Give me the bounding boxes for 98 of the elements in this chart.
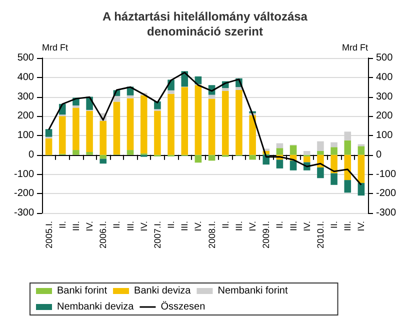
bar xyxy=(72,105,80,108)
x-tick-label: IV. xyxy=(302,221,312,232)
legend-label: Összesen xyxy=(160,300,206,312)
bar xyxy=(100,154,107,159)
bar xyxy=(276,148,284,155)
x-tick-label: III. xyxy=(288,221,298,232)
x-tick-label: II. xyxy=(112,221,122,229)
y-tick-label: -200 xyxy=(14,188,34,200)
bar xyxy=(290,160,297,170)
bar xyxy=(236,90,242,155)
x-tick-label: IV. xyxy=(356,221,366,232)
bar xyxy=(168,90,174,94)
bar xyxy=(86,110,93,152)
x-tick-label: II. xyxy=(57,221,68,229)
x-tick-label: II. xyxy=(329,221,340,229)
bar xyxy=(100,120,107,155)
bar xyxy=(126,150,134,155)
bar xyxy=(358,154,365,183)
bar xyxy=(181,87,188,155)
bar xyxy=(140,95,148,154)
x-tick-label: 2006.I. xyxy=(98,221,108,249)
bar xyxy=(222,88,229,91)
y-tick-label: 100 xyxy=(17,130,34,141)
bar xyxy=(330,173,338,185)
x-tick-label: IV. xyxy=(248,221,258,232)
y2-tick-label: 500 xyxy=(376,52,394,64)
y2-tick-label: -100 xyxy=(376,168,396,180)
legend-label: Banki deviza xyxy=(134,286,192,296)
x-tick-label: IV. xyxy=(193,221,204,232)
bar xyxy=(330,142,338,148)
bar xyxy=(303,151,310,155)
x-tick-label: 2010.I. xyxy=(315,221,326,249)
bar xyxy=(113,102,120,154)
y2-tick-label: 300 xyxy=(376,91,394,102)
y-tick-label: 300 xyxy=(17,91,34,102)
x-tick-label: III. xyxy=(234,221,244,232)
x-tick-label: II. xyxy=(274,221,285,229)
bar xyxy=(249,154,256,160)
chart-title: A háztartási hitelállomány változása denomináció szerint xyxy=(102,10,308,38)
y2-axis-title: Mrd Ft xyxy=(342,42,368,52)
bar xyxy=(45,138,52,155)
bar xyxy=(72,150,80,155)
y-tick-label: -100 xyxy=(14,168,34,180)
bar xyxy=(344,180,352,193)
bar xyxy=(317,167,324,178)
bar xyxy=(194,154,202,163)
bar xyxy=(208,154,216,161)
bar xyxy=(358,182,365,196)
y2-tick-label: -300 xyxy=(376,208,396,218)
bar xyxy=(45,129,52,137)
x-tick-label: II. xyxy=(220,221,230,229)
bar xyxy=(194,85,202,155)
bar xyxy=(72,108,80,150)
bar xyxy=(168,94,174,155)
bar xyxy=(154,110,161,155)
y-tick-label: -300 xyxy=(14,208,34,218)
bar xyxy=(100,158,107,164)
x-tick-label: 2007.I. xyxy=(152,221,162,249)
bar xyxy=(330,154,338,174)
bar xyxy=(276,160,284,168)
legend-label: Nembanki deviza xyxy=(57,302,134,312)
legend-label: Banki forint xyxy=(57,286,108,296)
bar xyxy=(330,147,338,155)
y-tick-label: 0 xyxy=(28,149,34,160)
bar xyxy=(208,98,216,155)
bar xyxy=(317,151,324,155)
x-tick-label: II. xyxy=(166,221,176,229)
x-tick-label: III. xyxy=(180,221,190,232)
bar xyxy=(344,140,352,155)
bar xyxy=(249,115,256,155)
bar xyxy=(344,154,352,180)
legend-label: Nembanki forint xyxy=(218,286,288,296)
y2-tick-label: 100 xyxy=(376,130,394,141)
y-tick-label: 400 xyxy=(17,72,34,83)
bar xyxy=(126,98,134,150)
x-tick-label: IV. xyxy=(138,221,149,232)
x-tick-label: IV. xyxy=(84,221,95,232)
y-tick-label: 500 xyxy=(17,52,34,64)
y-axis-title: Mrd Ft xyxy=(42,42,68,52)
x-tick-label: 2005.I. xyxy=(44,221,54,249)
y2-tick-label: -200 xyxy=(376,188,396,200)
bar xyxy=(290,145,297,155)
bar xyxy=(303,156,310,162)
bar xyxy=(154,101,161,110)
bar xyxy=(58,116,66,154)
bar xyxy=(86,152,93,155)
x-tick-label: III. xyxy=(125,221,136,232)
bar xyxy=(317,141,324,151)
y2-tick-label: 200 xyxy=(376,110,394,122)
y2-tick-label: 0 xyxy=(376,149,382,160)
x-tick-label: 2008.I. xyxy=(206,221,217,249)
x-tick-label: III. xyxy=(342,221,353,232)
x-tick-label: III. xyxy=(70,221,81,232)
bar xyxy=(358,146,365,155)
bar xyxy=(222,90,229,155)
x-tick-label: 2009.I. xyxy=(261,221,272,249)
y-tick-label: 200 xyxy=(17,110,34,122)
y2-tick-label: 400 xyxy=(376,72,394,83)
